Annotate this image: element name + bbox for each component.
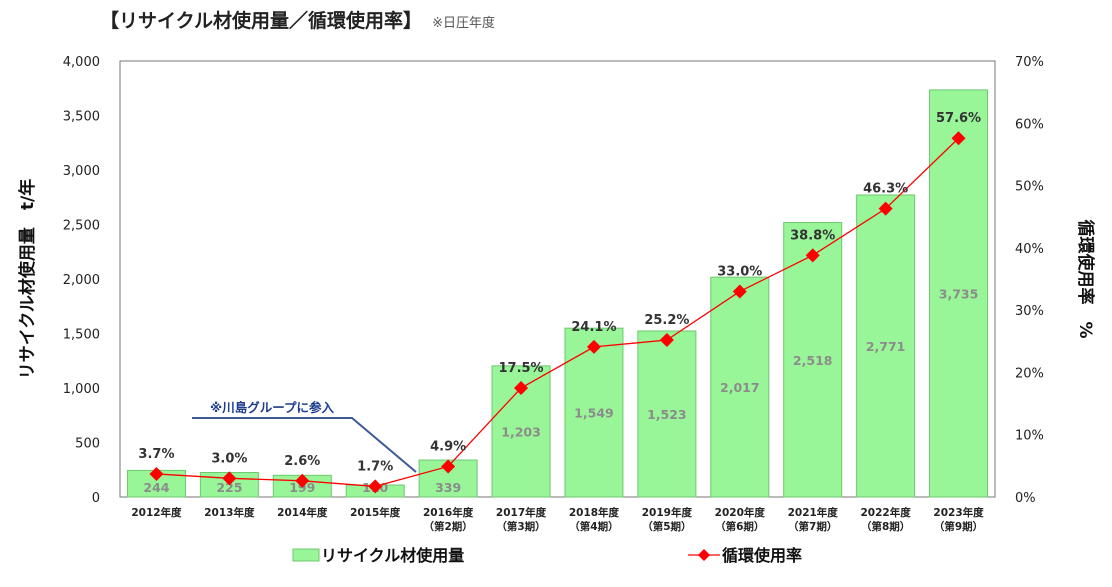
x-category-label: 2017年度 xyxy=(496,506,547,519)
bar xyxy=(783,222,843,498)
bar-value-label: 339 xyxy=(435,480,461,495)
y-axis-tick-label: 3,500 xyxy=(63,110,100,125)
bar-value-label: 2,518 xyxy=(793,353,833,368)
y-axis-tick-label: 2,000 xyxy=(63,273,100,288)
rate-value-label: 17.5% xyxy=(498,361,543,376)
chart-title-text: 【リサイクル材使用量／循環使用率】 xyxy=(100,10,423,32)
y2-axis-tick-label: 0% xyxy=(1015,491,1036,506)
annotation-text: ※川島グループに参入 xyxy=(210,400,334,415)
bar-value-label: 2,771 xyxy=(866,339,906,354)
x-category-label: 2021年度 xyxy=(788,506,839,519)
bar-value-label: 225 xyxy=(216,480,242,495)
rate-value-label: 38.8% xyxy=(790,228,835,243)
x-category-label: （第2期） xyxy=(423,520,472,533)
y-axis-title: リサイクル材使用量 t/年 xyxy=(17,179,38,380)
rate-line xyxy=(156,137,959,488)
rate-value-label: 33.0% xyxy=(717,264,762,279)
rate-value-label: 4.9% xyxy=(430,439,466,454)
y2-axis-title: 循環使用率 % xyxy=(1075,219,1096,338)
x-category-label: （第3期） xyxy=(496,520,545,533)
y2-axis-tick-label: 40% xyxy=(1015,242,1044,257)
rate-point xyxy=(732,284,747,299)
x-category-label: 2012年度 xyxy=(131,506,182,519)
x-category-label: （第6期） xyxy=(715,520,764,533)
rate-point xyxy=(149,466,164,481)
chart-title: 【リサイクル材使用量／循環使用率】 ※日圧年度 xyxy=(100,6,495,33)
y2-axis-tick-label: 50% xyxy=(1015,180,1044,195)
rate-point xyxy=(222,471,237,486)
legend-bar-label: リサイクル材使用量 xyxy=(321,546,464,565)
rate-point xyxy=(295,473,310,488)
rate-value-label: 3.0% xyxy=(211,451,247,466)
y2-axis-tick-label: 20% xyxy=(1015,366,1044,381)
rate-point xyxy=(514,381,529,395)
y2-axis-tick-label: 70% xyxy=(1015,55,1044,70)
bar xyxy=(564,327,624,498)
chart-subtitle: ※日圧年度 xyxy=(432,16,495,31)
x-category-label: （第4期） xyxy=(569,520,618,533)
rate-value-label: 25.2% xyxy=(644,313,689,328)
bar-value-label: 244 xyxy=(143,480,169,495)
x-category-label: （第8期） xyxy=(861,520,910,533)
plot-area xyxy=(119,60,996,498)
rate-value-label: 2.6% xyxy=(284,454,320,469)
bar xyxy=(710,276,770,498)
x-category-label: 2013年度 xyxy=(204,506,255,519)
y-axis-tick-label: 500 xyxy=(75,437,100,452)
rate-point xyxy=(878,201,893,216)
bar-value-label: 3,735 xyxy=(939,286,979,301)
x-category-label: 2015年度 xyxy=(350,506,401,519)
y-axis-tick-label: 0 xyxy=(92,491,100,506)
rate-value-label: 24.1% xyxy=(571,320,616,335)
bar-value-label: 1,203 xyxy=(501,424,541,439)
x-category-label: （第9期） xyxy=(934,520,983,533)
rate-point xyxy=(368,479,383,494)
y-axis-tick-label: 4,000 xyxy=(63,55,100,70)
x-category-label: （第7期） xyxy=(788,520,837,533)
bar-value-label: 1,523 xyxy=(647,407,687,422)
y-axis-tick-label: 3,000 xyxy=(63,164,100,179)
rate-value-label: 3.7% xyxy=(138,447,174,462)
legend-line-marker xyxy=(698,549,710,561)
y-axis-tick-label: 2,500 xyxy=(63,219,100,234)
rate-value-label: 57.6% xyxy=(936,111,981,126)
rate-point xyxy=(805,248,820,263)
y2-axis-tick-label: 10% xyxy=(1015,429,1044,444)
rate-point xyxy=(659,333,674,348)
legend-line-label: 循環使用率 xyxy=(722,546,802,565)
annotation-leader-line xyxy=(192,417,417,473)
bar xyxy=(637,330,697,498)
x-category-label: 2020年度 xyxy=(715,506,766,519)
x-category-label: 2014年度 xyxy=(277,506,328,519)
rate-point xyxy=(586,339,601,354)
rate-point xyxy=(951,131,966,146)
rate-value-label: 1.7% xyxy=(357,459,393,474)
y-axis-tick-label: 1,000 xyxy=(63,382,100,397)
x-category-label: （第5期） xyxy=(642,520,691,533)
x-category-label: 2018年度 xyxy=(569,506,620,519)
rate-point xyxy=(441,459,456,474)
bar-value-label: 2,017 xyxy=(720,380,760,395)
y2-axis-tick-label: 30% xyxy=(1015,304,1044,319)
y2-axis-tick-label: 60% xyxy=(1015,117,1044,132)
x-category-label: 2019年度 xyxy=(642,506,693,519)
y-axis-tick-label: 1,500 xyxy=(63,328,100,343)
x-category-label: 2016年度 xyxy=(423,506,474,519)
rate-value-label: 46.3% xyxy=(863,182,908,197)
x-category-label: 2023年度 xyxy=(933,506,984,519)
legend-bar-swatch xyxy=(292,548,320,562)
bar-value-label: 1,549 xyxy=(574,406,614,421)
x-category-label: 2022年度 xyxy=(861,506,912,519)
bar xyxy=(856,194,916,498)
